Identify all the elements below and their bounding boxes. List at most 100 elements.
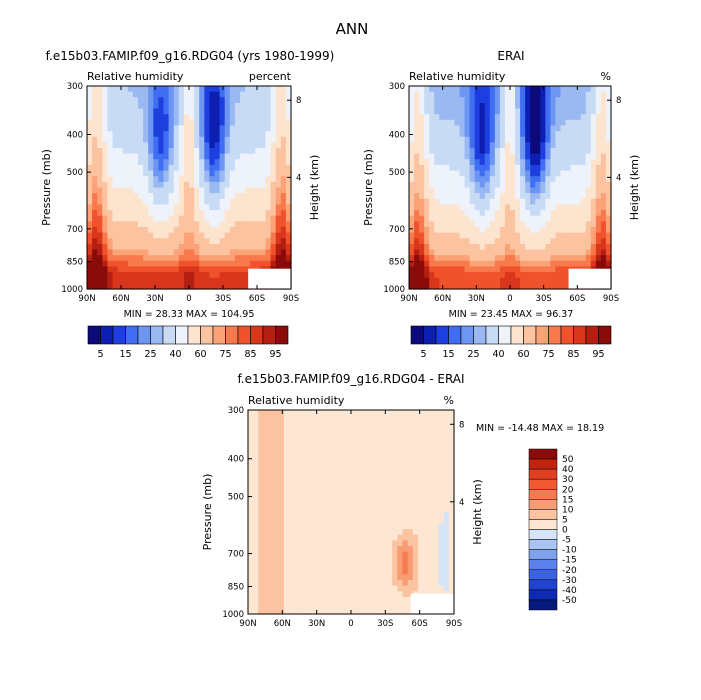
diff-cell (253, 466, 259, 473)
diff-cell (381, 500, 388, 507)
model-cell (189, 114, 195, 121)
diff-cell (443, 534, 450, 541)
model-cell (270, 125, 277, 132)
obs-cell (570, 215, 577, 222)
obs-cell (454, 277, 461, 284)
diff-cell (361, 444, 368, 451)
model-cell (260, 131, 267, 138)
obs-cell (560, 108, 567, 115)
obs-cell (580, 153, 587, 160)
diff-cell (433, 523, 440, 530)
obs-cell (434, 215, 440, 222)
diff-cell (412, 517, 419, 524)
diff-cell (278, 591, 285, 598)
model-cell (214, 272, 221, 279)
diff-cell (325, 523, 331, 530)
obs-cell (515, 125, 521, 132)
model-cell (148, 283, 154, 290)
obs-cell (550, 272, 557, 279)
model-cell (92, 142, 98, 149)
model-cell (209, 97, 216, 104)
model-cell (138, 114, 144, 121)
model-cell (183, 232, 190, 239)
diff-cell (253, 540, 259, 547)
diff-cell (263, 444, 270, 451)
model-cell (224, 164, 231, 172)
model-cell (183, 176, 190, 183)
model-cell (102, 249, 108, 256)
diff-cell (294, 410, 301, 417)
obs-cell (585, 102, 592, 110)
obs-cell (545, 181, 551, 189)
obs-cell (585, 148, 592, 155)
obs-cell (530, 204, 536, 211)
model-cell (209, 108, 216, 115)
diff-cell (258, 585, 265, 592)
diff-cell (289, 602, 295, 609)
obs-colorbar-label: 95 (592, 349, 604, 360)
diff-cell (361, 523, 368, 530)
model-cell (117, 260, 124, 268)
diff-cell (299, 421, 306, 428)
obs-x-tick-label: 60S (569, 294, 585, 304)
diff-cell (309, 557, 316, 564)
obs-cell (434, 86, 440, 93)
obs-cell (595, 119, 602, 127)
obs-cell (494, 170, 501, 177)
model-cell (224, 243, 231, 251)
diff-cell (448, 568, 455, 575)
diff-cell (381, 563, 388, 570)
obs-cell (444, 164, 450, 172)
diff-cell (371, 466, 378, 473)
obs-cell (424, 260, 430, 268)
diff-cell (345, 421, 352, 428)
obs-cell (434, 125, 440, 132)
model-cell (148, 136, 154, 143)
model-cell (245, 181, 251, 189)
model-cell (87, 187, 93, 194)
model-cell (178, 204, 185, 211)
obs-cell (540, 181, 546, 189)
model-colorbar-label: 5 (97, 349, 103, 360)
obs-cell (570, 131, 577, 138)
obs-cell (444, 266, 450, 273)
obs-cell (439, 272, 445, 279)
model-cell (138, 204, 144, 211)
diff-cell (428, 557, 434, 564)
obs-cell (590, 243, 597, 251)
obs-cell (504, 283, 511, 290)
obs-cell (424, 226, 430, 234)
diff-cell (304, 529, 311, 536)
obs-cell (530, 277, 536, 284)
model-cell (250, 193, 256, 200)
obs-cell (439, 170, 445, 177)
obs-cell (550, 86, 557, 93)
diff-colorbar-label: 5 (562, 515, 568, 525)
diff-cell (417, 506, 424, 513)
obs-cell (575, 181, 582, 189)
model-cell (214, 255, 221, 262)
obs-cell (550, 238, 557, 245)
obs-cell (504, 243, 511, 251)
diff-cell (397, 444, 404, 451)
obs-cell (570, 243, 577, 251)
model-cell (143, 255, 149, 262)
model-colorbar-swatch (100, 325, 114, 345)
diff-cell (387, 421, 393, 428)
diff-cell (314, 546, 321, 553)
diff-cell (351, 551, 357, 558)
diff-cell (387, 455, 393, 462)
obs-cell (444, 204, 450, 211)
obs-cell (580, 221, 587, 228)
model-cell (148, 255, 154, 262)
obs-cell (409, 221, 415, 228)
diff-cell (407, 591, 414, 598)
obs-cell (444, 238, 450, 245)
diff-cell (335, 444, 342, 451)
diff-cell (273, 466, 280, 473)
diff-cell (278, 461, 285, 468)
diff-cell (268, 483, 275, 490)
obs-cell (540, 142, 546, 149)
diff-cell (345, 546, 352, 553)
diff-cell (392, 449, 398, 456)
